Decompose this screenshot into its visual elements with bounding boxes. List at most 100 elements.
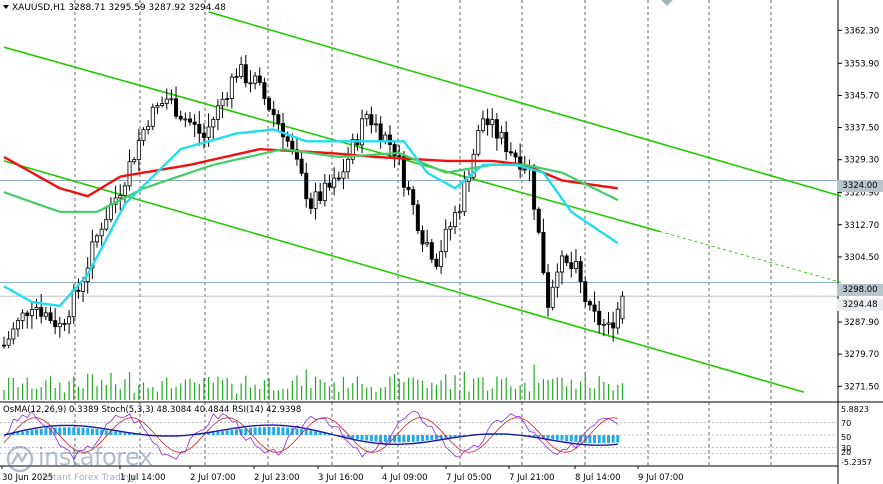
candle-body: [453, 212, 458, 228]
candle-body: [476, 130, 481, 155]
candlesticks: [2, 54, 625, 349]
indicator-tick-label: -5.2357: [841, 458, 872, 467]
price-tick-label: 3271.50: [844, 382, 879, 392]
candle-body: [267, 98, 272, 110]
time-tick-label: 30 Jun 2025: [2, 473, 53, 483]
price-tick-label: 3320.90: [844, 189, 879, 199]
candle-body: [2, 344, 7, 347]
chart-shift-marker-icon[interactable]: [661, 0, 673, 6]
time-tick-label: 3 Jul 16:00: [318, 473, 364, 483]
candle-body: [122, 185, 127, 197]
candle-body: [104, 218, 109, 230]
time-tick-label: 7 Jul 05:00: [446, 473, 492, 483]
candle-body: [369, 114, 374, 126]
candle-body: [20, 312, 25, 321]
candle-body: [429, 242, 434, 260]
price-tick-label: 3304.50: [844, 253, 879, 263]
candle-body: [532, 165, 537, 210]
candle-body: [420, 230, 425, 245]
indicator-tick-label: 20: [841, 448, 851, 457]
candle-body: [160, 103, 165, 106]
candle-body: [201, 132, 206, 138]
candle-body: [262, 82, 267, 99]
candle-body: [271, 108, 276, 116]
candle-body: [513, 152, 518, 158]
price-axis: 3362.30 3353.90 3345.70 3337.50 3329.30 3320.…: [838, 26, 879, 392]
candle-body: [415, 204, 420, 231]
candle-body: [360, 118, 365, 146]
price-tag-lower-level: 3298.00: [837, 284, 883, 296]
candle-body: [397, 155, 402, 158]
candle-body: [573, 261, 578, 269]
price-tick-label: 3279.70: [844, 350, 879, 360]
candle-body: [285, 136, 290, 142]
moving-averages: [3, 128, 619, 308]
channel-mid-extension: [659, 231, 842, 283]
candle-body: [327, 182, 332, 188]
trend-channel: [3, 11, 842, 393]
watermark-name: instaforex: [38, 443, 153, 471]
candle-body: [332, 177, 337, 188]
candle-body: [132, 159, 137, 163]
candle-body: [387, 134, 392, 145]
menu-arrow-icon[interactable]: [3, 5, 9, 9]
candle-body: [313, 191, 318, 209]
candle-body: [434, 258, 439, 267]
candle-body: [578, 261, 583, 283]
indicator-tick-label: 70: [841, 419, 851, 428]
candle-body: [257, 75, 262, 83]
candle-body: [197, 123, 202, 134]
candle-body: [601, 323, 606, 326]
candle-body: [62, 323, 67, 325]
indicator-tick-label: 5.8823: [841, 405, 869, 414]
candle-body: [215, 105, 220, 120]
candle-body: [322, 182, 327, 201]
candle-body: [350, 139, 355, 160]
candle-body: [304, 172, 309, 200]
candle-body: [406, 186, 411, 191]
candle-body: [299, 158, 304, 174]
candle-body: [146, 125, 151, 131]
candle-body: [346, 158, 351, 173]
candle-body: [76, 289, 81, 292]
candle-body: [378, 123, 383, 142]
candle-body: [169, 98, 174, 101]
price-tick-label: 3287.90: [844, 318, 879, 328]
candle-body: [43, 312, 48, 317]
channel-line: [3, 160, 805, 393]
candle-body: [253, 75, 258, 84]
indicator-header: OsMA(12,26,9) 0.3389 Stoch(5,3,3) 48.308…: [3, 405, 302, 415]
price-tick-label: 3312.70: [844, 221, 879, 231]
candle-body: [620, 295, 625, 320]
candle-body: [583, 281, 588, 302]
time-tick-label: 9 Jul 07:00: [638, 473, 684, 483]
candle-body: [192, 121, 197, 125]
candle-body: [611, 322, 616, 329]
time-tick-label: 2 Jul 23:00: [254, 473, 300, 483]
moving-average-fast: [3, 128, 619, 308]
candle-body: [457, 211, 462, 214]
symbol-ohlc: XAUUSD,H1 3288.71 3295.59 3287.92 3294.4…: [12, 3, 226, 13]
candle-body: [276, 114, 281, 124]
indicator-tick-label: 30: [841, 444, 851, 453]
candle-body: [336, 177, 341, 180]
price-tick-label: 3345.70: [844, 91, 879, 101]
time-tick-label: 8 Jul 14:00: [575, 473, 621, 483]
candle-body: [615, 308, 620, 329]
candle-body: [48, 312, 53, 321]
candle-body: [555, 271, 560, 288]
candle-body: [411, 189, 416, 206]
stoch-main-line: [3, 410, 619, 461]
candle-body: [220, 98, 225, 107]
candle-body: [211, 119, 216, 128]
candle-body: [99, 228, 104, 237]
candle-body: [178, 115, 183, 120]
candle-body: [485, 118, 490, 126]
candle-body: [39, 307, 44, 317]
channel-line: [208, 11, 842, 197]
candle-body: [522, 168, 527, 171]
candle-body: [499, 132, 504, 139]
candle-body: [560, 255, 565, 273]
